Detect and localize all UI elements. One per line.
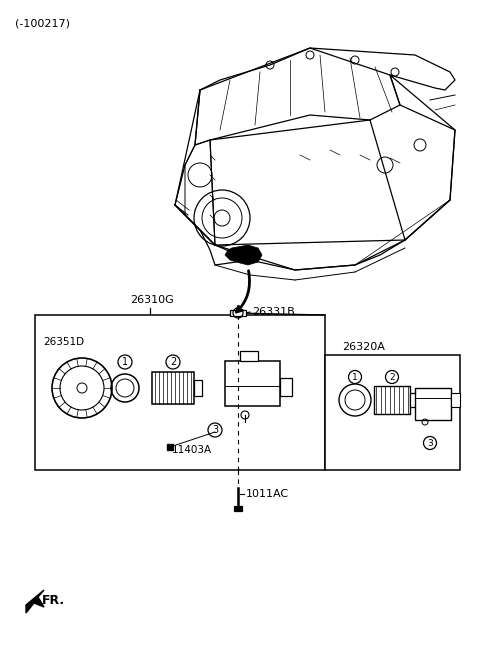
Text: 26310G: 26310G (130, 295, 174, 305)
Bar (225, 361, 280, 406)
Text: 11403A: 11403A (172, 445, 212, 455)
Text: 1: 1 (352, 373, 358, 381)
Text: 1: 1 (122, 357, 128, 367)
Text: (-100217): (-100217) (15, 18, 70, 28)
Text: FR.: FR. (42, 594, 65, 606)
Bar (280, 378, 292, 396)
Bar (374, 386, 410, 414)
Bar (240, 351, 258, 361)
Bar (230, 310, 246, 316)
Bar (325, 355, 460, 470)
Bar (451, 393, 460, 407)
Bar (35, 315, 325, 470)
Text: 1011AC: 1011AC (246, 489, 289, 499)
Text: 2: 2 (170, 357, 176, 367)
Bar (415, 388, 451, 420)
Polygon shape (225, 245, 262, 265)
Text: 26331B: 26331B (252, 307, 295, 317)
Text: 2: 2 (389, 373, 395, 381)
Text: 3: 3 (427, 438, 433, 448)
Polygon shape (26, 590, 44, 613)
Bar (152, 372, 194, 404)
Text: 3: 3 (212, 425, 218, 435)
Text: 26351D: 26351D (43, 337, 84, 347)
Bar (234, 506, 242, 511)
Bar (194, 380, 202, 396)
Text: 26320A: 26320A (342, 342, 385, 352)
Bar (410, 393, 417, 407)
